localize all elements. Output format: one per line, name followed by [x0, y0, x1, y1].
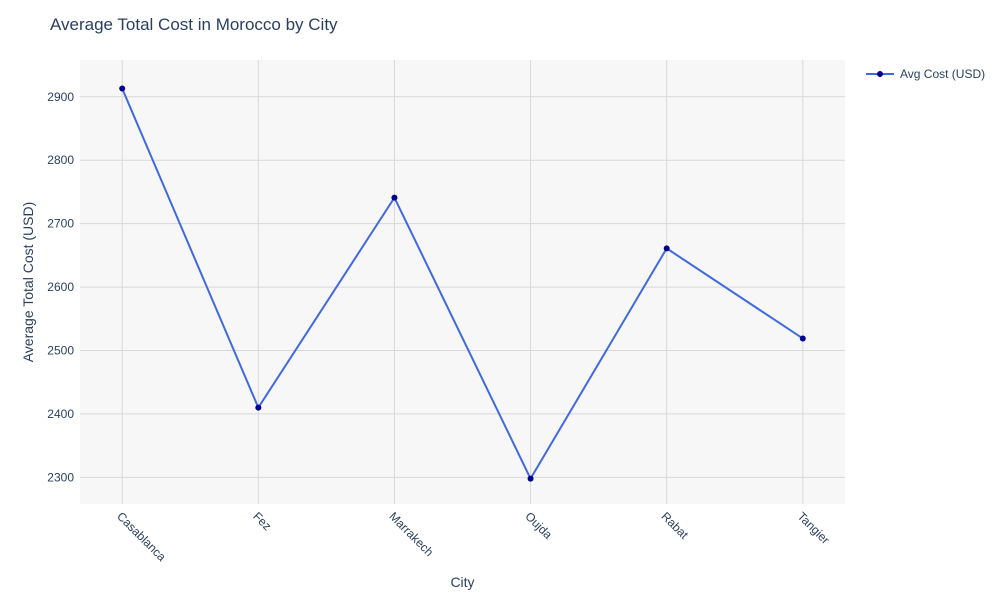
legend-label: Avg Cost (USD) — [900, 67, 985, 81]
legend[interactable]: Avg Cost (USD) — [866, 67, 985, 81]
plot-area — [80, 60, 845, 504]
y-tick-label: 2300 — [47, 470, 74, 484]
data-point[interactable] — [799, 335, 806, 342]
legend-marker-swatch — [877, 71, 883, 77]
data-point[interactable] — [527, 475, 534, 482]
chart-title: Average Total Cost in Morocco by City — [50, 15, 338, 34]
y-tick-label: 2800 — [47, 153, 74, 167]
data-point[interactable] — [119, 85, 126, 92]
series-line — [121, 88, 804, 480]
y-tick-label: 2400 — [47, 407, 74, 421]
grid-lines — [80, 60, 845, 504]
y-tick-label: 2500 — [47, 344, 74, 358]
x-axis-title: City — [450, 574, 474, 590]
series-layer — [119, 85, 806, 482]
data-point[interactable] — [255, 404, 262, 411]
y-axis-ticks: 2300 2400 2500 2600 2700 2800 2900 — [47, 90, 74, 485]
y-tick-label: 2700 — [47, 217, 74, 231]
data-point[interactable] — [663, 245, 670, 252]
y-tick-label: 2600 — [47, 280, 74, 294]
y-tick-label: 2900 — [47, 90, 74, 104]
data-point[interactable] — [391, 194, 398, 201]
y-axis-title: Average Total Cost (USD) — [20, 202, 36, 363]
